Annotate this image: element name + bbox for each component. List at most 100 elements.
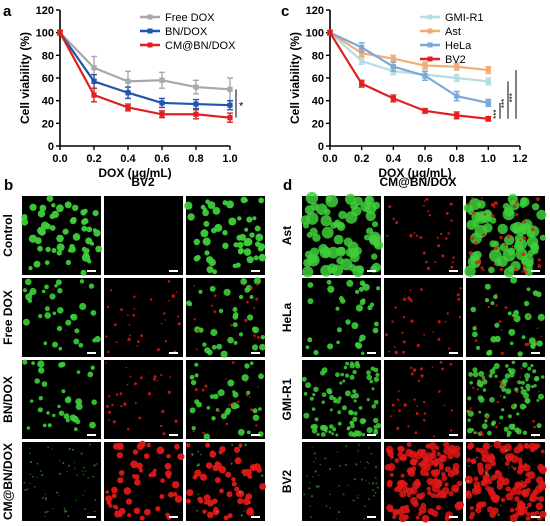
micrograph-tile [104, 278, 183, 357]
cell [253, 277, 261, 285]
cell [244, 443, 247, 447]
cell [540, 335, 543, 338]
cell [127, 513, 132, 518]
cell [73, 462, 75, 464]
cell [512, 204, 517, 209]
cell [527, 471, 536, 480]
y-axis-label: Cell viability (%) [288, 32, 302, 124]
cell [313, 452, 315, 455]
cell [81, 225, 88, 232]
cell [535, 291, 542, 298]
cell [505, 364, 509, 368]
cell [232, 322, 238, 328]
series-line [329, 31, 489, 83]
cell [420, 288, 423, 291]
cell [59, 472, 62, 475]
cell [90, 365, 95, 370]
cell [523, 392, 530, 399]
cell [538, 496, 545, 503]
cell [89, 421, 96, 429]
cell [365, 210, 376, 222]
cell [52, 311, 57, 316]
cell [337, 421, 342, 426]
cell [474, 241, 479, 246]
cell [468, 442, 475, 449]
cell [495, 425, 498, 429]
cell [338, 210, 347, 220]
scale-bar [251, 352, 260, 354]
cell [193, 318, 196, 321]
cell [338, 464, 341, 467]
cell [522, 220, 527, 224]
scale-bar [169, 352, 178, 354]
cell [107, 410, 112, 414]
cell [106, 305, 109, 308]
cell [524, 443, 531, 449]
cell [243, 248, 252, 256]
cell [125, 366, 128, 369]
cell [128, 334, 131, 337]
cell [465, 490, 472, 497]
x-tick-label: 0.2 [354, 153, 369, 165]
cell [372, 327, 379, 334]
cell [313, 349, 319, 356]
cell [156, 446, 165, 455]
cell [502, 395, 506, 399]
cell [85, 237, 93, 245]
cell [349, 420, 355, 426]
x-axis-label: DOX (μg/mL) [98, 166, 171, 180]
cell [352, 432, 357, 438]
cell [108, 395, 111, 398]
cell [255, 233, 264, 242]
cell [317, 474, 320, 477]
data-point [390, 56, 396, 62]
cell [46, 411, 50, 415]
cell [525, 511, 530, 516]
cell [431, 484, 440, 493]
cell [212, 498, 218, 505]
cell [139, 515, 145, 521]
cell [195, 254, 201, 261]
cell [439, 457, 444, 463]
cell [203, 433, 210, 440]
cell [128, 324, 131, 326]
data-point [359, 50, 365, 56]
cell [108, 503, 113, 508]
cell [113, 323, 117, 327]
cell [369, 234, 380, 246]
y-axis-label: Cell viability (%) [18, 32, 32, 124]
micrograph-tile [301, 360, 381, 439]
cell [38, 396, 43, 401]
cell [218, 308, 224, 314]
cell [186, 498, 191, 504]
cell [500, 383, 504, 387]
cell [492, 240, 500, 248]
cell [430, 493, 436, 498]
cell [484, 419, 488, 423]
cell [44, 306, 50, 312]
cell [82, 470, 84, 473]
cell [210, 328, 218, 337]
cell [177, 322, 181, 326]
cell [533, 384, 537, 388]
cell [36, 462, 39, 465]
cell [394, 306, 397, 309]
cell [127, 427, 130, 431]
legend-label: BV2 [445, 54, 466, 66]
cell [233, 446, 241, 453]
cell [385, 333, 389, 337]
cell [522, 236, 527, 241]
cell [220, 350, 228, 358]
cell [422, 251, 426, 255]
cell [470, 236, 475, 241]
cell [111, 493, 117, 499]
cell [324, 457, 327, 460]
cell [44, 497, 48, 500]
cell [238, 443, 243, 448]
cell [305, 191, 319, 205]
cell [465, 477, 473, 484]
cell [521, 335, 526, 340]
cell [467, 202, 470, 206]
cell [538, 482, 547, 491]
data-point [485, 100, 491, 106]
